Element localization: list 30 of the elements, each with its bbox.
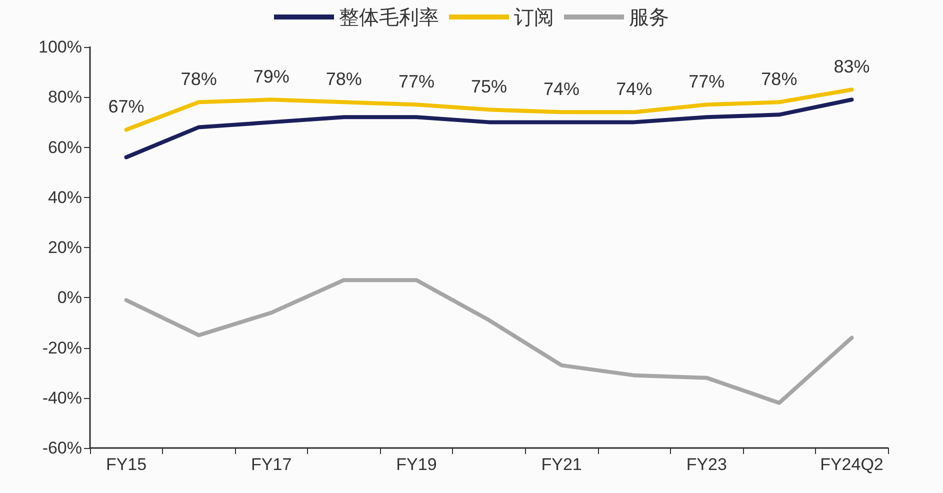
line-series [124,278,854,405]
legend-label: 订阅 [514,5,554,29]
x-tick-label: FY24Q2 [820,455,884,474]
x-tick-label: FY23 [686,455,727,474]
data-label: 67% [108,96,144,117]
x-tick-label: FY21 [541,455,582,474]
data-label: 78% [761,69,798,90]
data-label: 77% [398,72,434,92]
data-label: 78% [326,69,362,90]
y-tick-label: 40% [48,188,82,207]
data-label: 74% [616,79,652,100]
y-tick-label: 80% [48,88,82,107]
data-label: 74% [544,79,580,100]
data-label: 78% [180,69,217,90]
data-label: 77% [688,72,725,92]
y-tick-label: -40% [42,388,82,408]
data-label: 75% [470,76,508,97]
legend-label: 服务 [629,5,669,29]
x-tick-label: FY15 [106,455,147,474]
legend-label: 整体毛利率 [339,5,439,29]
data-label: 79% [253,66,290,87]
y-tick-label: -60% [42,438,82,458]
y-tick-label: 20% [48,238,82,257]
y-tick-label: 100% [38,38,82,56]
x-tick-label: FY17 [251,455,292,474]
data-label: 83% [834,56,870,77]
y-tick-label: 0% [57,288,82,308]
y-tick-label: -20% [42,338,82,358]
x-tick-label: FY19 [396,455,437,474]
y-tick-label: 60% [48,138,82,157]
